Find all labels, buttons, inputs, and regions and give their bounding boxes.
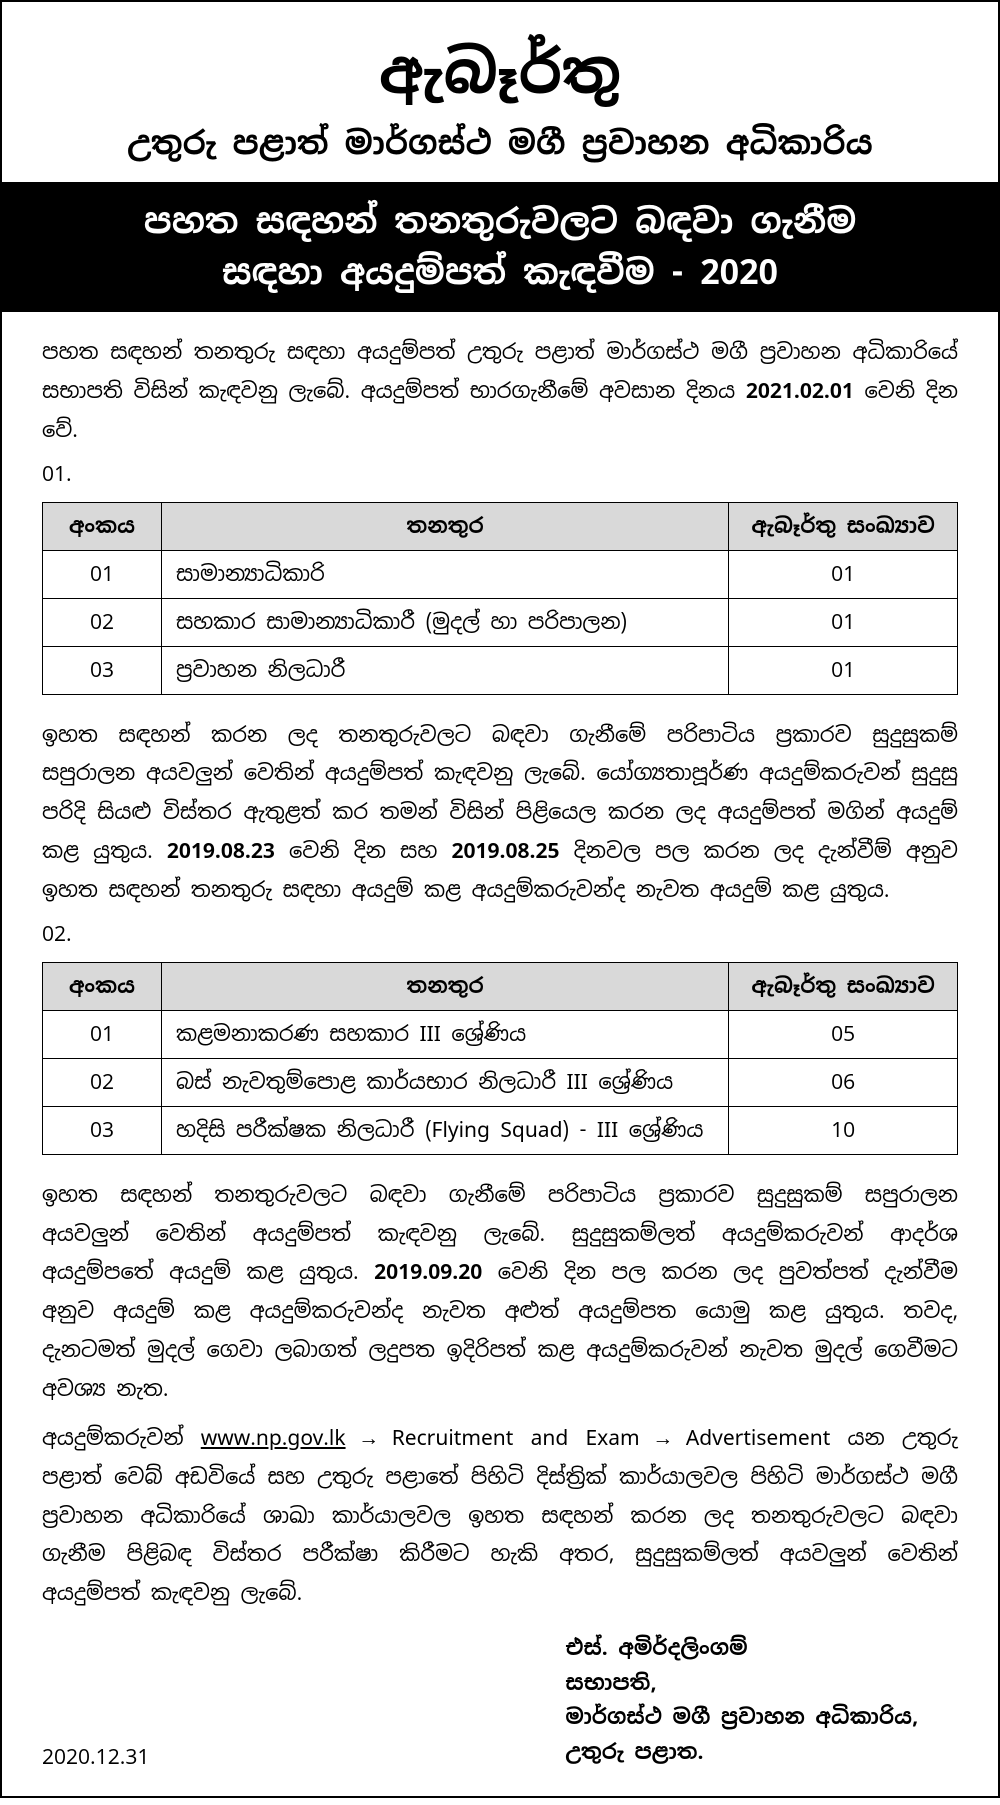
signature-role: සභාපති, xyxy=(565,1667,918,1702)
final-prefix: අයදුම්කරුවන් xyxy=(42,1425,201,1452)
col-header-num: අංකය xyxy=(43,502,162,550)
cell-count: 01 xyxy=(729,646,958,694)
cell-title: සහකාර සාමාන්‍යාධිකාරී (මුදල් හා පරිපාලන) xyxy=(161,598,728,646)
col-header-title: තනතුර xyxy=(161,962,728,1010)
final-suffix: යන උතුරු පළාත් වෙබ් අඩවියේ සහ උතුරු පළාත… xyxy=(42,1425,958,1607)
col-header-count: ඇබෑර්තු සංඛ්‍යාව xyxy=(729,502,958,550)
para-t1-mid: වෙනි දින සහ xyxy=(275,838,452,865)
para-t1-date2: 2019.08.25 xyxy=(451,838,559,865)
cell-count: 06 xyxy=(729,1058,958,1106)
cell-count: 05 xyxy=(729,1010,958,1058)
signature-province: උතුරු පළාත. xyxy=(565,1736,918,1771)
nav-step-1: Recruitment and Exam xyxy=(392,1425,640,1452)
section-2-number: 02. xyxy=(42,921,958,948)
table-row: 03 ප්‍රවාහන නිලධාරී 01 xyxy=(43,646,958,694)
table-header-row: අංකය තනතුර ඇබෑර්තු සංඛ්‍යාව xyxy=(43,502,958,550)
paragraph-after-table1: ඉහත සඳහන් කරන ලද තනතුරුවලට බඳවා ගැනීමේ ප… xyxy=(42,717,958,911)
cell-title: බස් නැවතුම්පොළ කාර්යභාර නිලධාරී III ශ්‍ර… xyxy=(161,1058,728,1106)
cell-num: 03 xyxy=(43,646,162,694)
paragraph-after-table2: ඉහත සඳහන් තනතුරුවලට බඳවා ගැනීමේ පරිපාටිය… xyxy=(42,1177,958,1410)
final-paragraph: අයදුම්කරුවන් www.np.gov.lk → Recruitment… xyxy=(42,1420,958,1614)
document-page: ඇබෑර්තු උතුරු පළාත් මාර්ගස්ථ මගී ප්‍රවාහ… xyxy=(0,0,1000,1798)
cell-title: ප්‍රවාහන නිලධාරී xyxy=(161,646,728,694)
nav-step-2: Advertisement xyxy=(686,1425,830,1452)
footer-date: 2020.12.31 xyxy=(42,1744,149,1771)
cell-num: 01 xyxy=(43,1010,162,1058)
cell-num: 01 xyxy=(43,550,162,598)
para-t2-date: 2019.09.20 xyxy=(374,1259,482,1286)
col-header-count: ඇබෑර්තු සංඛ්‍යාව xyxy=(729,962,958,1010)
col-header-title: තනතුර xyxy=(161,502,728,550)
footer: 2020.12.31 එස්. අමිර්දලිංගම් සභාපති, මාර… xyxy=(42,1632,958,1771)
cell-count: 01 xyxy=(729,598,958,646)
sub-title: උතුරු පළාත් මාර්ගස්ථ මගී ප්‍රවාහන අධිකාර… xyxy=(42,123,958,164)
table-header-row: අංකය තනතුර ඇබෑර්තු සංඛ්‍යාව xyxy=(43,962,958,1010)
table-row: 01 සාමාන්‍යාධිකාරි 01 xyxy=(43,550,958,598)
table-row: 03 හදිසි පරීක්ෂක නිලධාරී (Flying Squad) … xyxy=(43,1106,958,1154)
signature-org: මාර්ගස්ථ මගී ප්‍රවාහන අධිකාරිය, xyxy=(565,1701,918,1736)
cell-title: කළමනාකරණ සහකාර III ශ්‍රේණිය xyxy=(161,1010,728,1058)
table-row: 02 බස් නැවතුම්පොළ කාර්යභාර නිලධාරී III ශ… xyxy=(43,1058,958,1106)
arrow-icon: → xyxy=(640,1427,686,1450)
table-row: 01 කළමනාකරණ සහකාර III ශ්‍රේණිය 05 xyxy=(43,1010,958,1058)
website-link[interactable]: www.np.gov.lk xyxy=(201,1425,346,1452)
signature-block: එස්. අමිර්දලිංගම් සභාපති, මාර්ගස්ථ මගී ප… xyxy=(565,1632,958,1771)
col-header-num: අංකය xyxy=(43,962,162,1010)
intro-date: 2021.02.01 xyxy=(746,378,854,405)
cell-count: 01 xyxy=(729,550,958,598)
cell-num: 03 xyxy=(43,1106,162,1154)
table-row: 02 සහකාර සාමාන්‍යාධිකාරී (මුදල් හා පරිපා… xyxy=(43,598,958,646)
cell-title: හදිසි පරීක්ෂක නිලධාරී (Flying Squad) - I… xyxy=(161,1106,728,1154)
cell-title: සාමාන්‍යාධිකාරි xyxy=(161,550,728,598)
main-title: ඇබෑර්තු xyxy=(42,32,958,111)
banner: පහත සඳහන් තනතුරුවලට බඳවා ගැනීම සඳහා අයදු… xyxy=(2,182,998,312)
intro-paragraph: පහත සඳහන් තනතුරු සඳහා අයදුම්පත් උතුරු පළ… xyxy=(42,334,958,451)
section-1-number: 01. xyxy=(42,461,958,488)
cell-num: 02 xyxy=(43,598,162,646)
banner-line-1: පහත සඳහන් තනතුරුවලට බඳවා ගැනීම xyxy=(12,196,988,247)
banner-line-2: සඳහා අයදුම්පත් කැඳවීම - 2020 xyxy=(12,247,988,298)
para-t1-date1: 2019.08.23 xyxy=(167,838,275,865)
signature-name: එස්. අමිර්දලිංගම් xyxy=(565,1632,918,1667)
arrow-icon: → xyxy=(346,1427,392,1450)
cell-num: 02 xyxy=(43,1058,162,1106)
vacancy-table-2: අංකය තනතුර ඇබෑර්තු සංඛ්‍යාව 01 කළමනාකරණ … xyxy=(42,962,958,1155)
vacancy-table-1: අංකය තනතුර ඇබෑර්තු සංඛ්‍යාව 01 සාමාන්‍යා… xyxy=(42,502,958,695)
cell-count: 10 xyxy=(729,1106,958,1154)
